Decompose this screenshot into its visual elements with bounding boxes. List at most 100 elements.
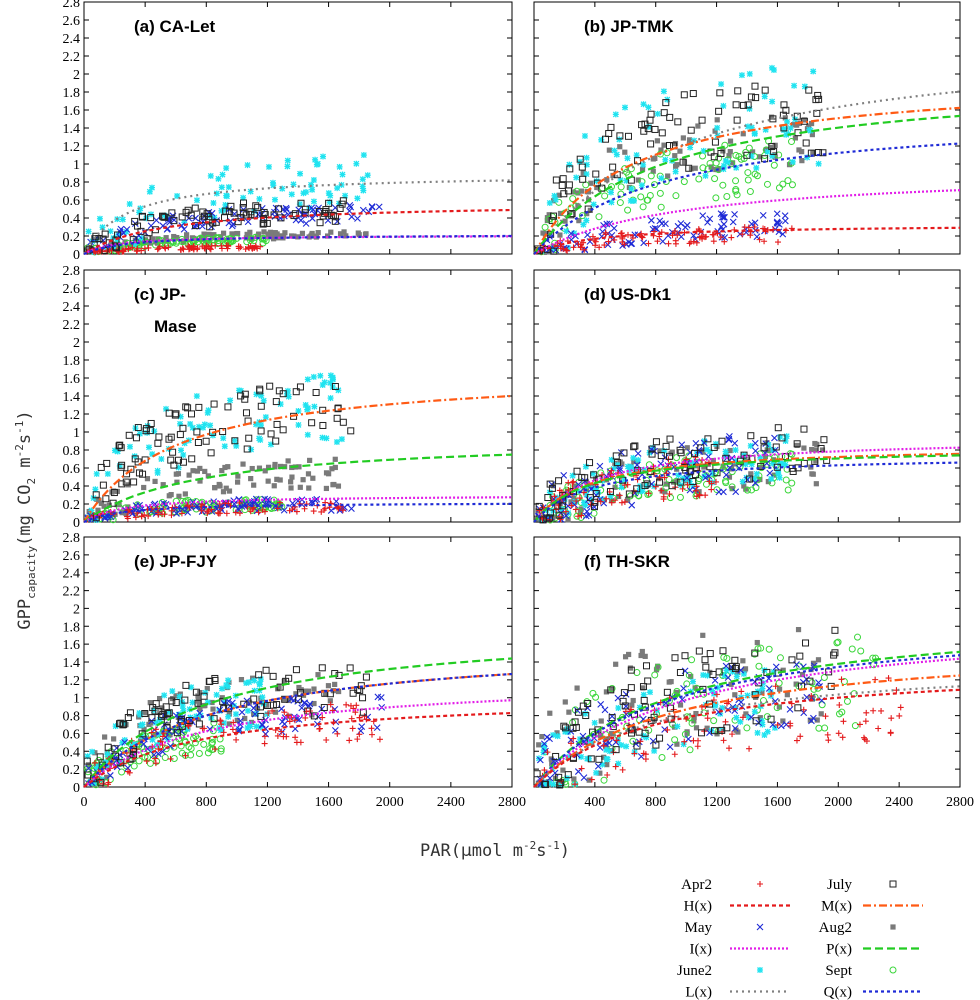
data-point-apr2 — [569, 479, 576, 486]
data-point-july — [760, 436, 768, 444]
data-point-sept — [728, 468, 736, 476]
data-point-apr2 — [261, 508, 268, 515]
data-point-july — [174, 456, 182, 464]
data-point-may — [627, 240, 635, 248]
data-point-july — [117, 444, 125, 452]
panel-title: (f) TH-SKR — [584, 552, 670, 571]
data-point-aug2 — [157, 695, 163, 702]
data-point-aug2 — [272, 709, 279, 715]
data-point-may — [622, 240, 630, 247]
data-point-aug2 — [173, 471, 179, 477]
data-point-july — [666, 113, 674, 121]
data-point-june2 — [215, 175, 222, 182]
x-tick-label: 2000 — [824, 795, 852, 810]
data-point-aug2 — [794, 442, 800, 449]
data-point-apr2 — [218, 242, 225, 249]
data-point-june2 — [213, 691, 220, 698]
data-point-sept — [200, 740, 208, 748]
data-point-june2 — [210, 200, 217, 207]
data-point-june2 — [723, 452, 730, 459]
data-point-july — [662, 99, 670, 107]
data-point-aug2 — [306, 485, 312, 491]
data-point-aug2 — [557, 500, 563, 507]
data-point-june2 — [580, 499, 587, 506]
data-point-june2 — [175, 464, 182, 471]
data-point-aug2 — [170, 695, 176, 702]
data-point-aug2 — [762, 454, 768, 460]
data-point-aug2 — [546, 212, 552, 218]
data-point-june2 — [96, 215, 103, 222]
data-point-june2 — [193, 197, 200, 204]
data-point-aug2 — [575, 190, 581, 196]
data-point-june2 — [284, 387, 291, 394]
data-point-aug2 — [247, 229, 253, 235]
data-point-may — [348, 213, 356, 221]
data-point-sept — [187, 751, 195, 759]
data-point-june2 — [237, 387, 244, 394]
data-point-june2 — [326, 199, 333, 206]
data-point-aug2 — [799, 158, 805, 164]
data-point-july — [321, 209, 329, 217]
data-point-apr2 — [666, 491, 673, 498]
data-point-june2 — [674, 723, 681, 730]
data-point-aug2 — [786, 162, 793, 168]
x-axis-label: PAR(µmol m-2s-1) — [420, 839, 570, 861]
data-point-july — [657, 452, 665, 460]
y-tick-label: 1.4 — [63, 656, 81, 671]
data-point-july — [188, 455, 196, 463]
data-point-aug2 — [271, 483, 277, 489]
data-point-sept — [699, 152, 707, 160]
y-tick-label: 1.4 — [63, 122, 81, 137]
data-point-may — [751, 219, 759, 227]
data-point-july — [333, 414, 341, 422]
data-point-june2 — [748, 461, 755, 468]
data-point-apr2 — [603, 495, 610, 502]
data-point-july — [329, 212, 337, 220]
data-point-july — [316, 219, 324, 227]
data-point-sept — [744, 176, 752, 184]
data-point-july — [733, 116, 741, 124]
data-point-june2 — [221, 443, 228, 450]
data-point-july — [768, 143, 776, 151]
data-point-july — [743, 151, 751, 159]
y-tick-label: 2.2 — [63, 50, 81, 65]
data-point-july — [202, 437, 210, 445]
data-point-june2 — [614, 461, 621, 468]
data-point-june2 — [746, 105, 753, 112]
fit-line-ix — [83, 496, 512, 523]
data-point-june2 — [277, 401, 284, 408]
legend-marker-swatch — [757, 967, 763, 973]
data-point-aug2 — [216, 481, 222, 488]
x-tick-label: 2400 — [437, 795, 465, 810]
data-point-apr2 — [214, 509, 221, 516]
data-point-june2 — [121, 737, 128, 744]
data-point-july — [665, 142, 673, 150]
data-point-aug2 — [672, 153, 678, 159]
data-point-july — [813, 109, 821, 117]
data-point-july — [199, 208, 207, 216]
data-point-july — [674, 118, 682, 126]
data-point-may — [706, 215, 714, 223]
data-point-aug2 — [729, 160, 736, 166]
data-point-june2 — [258, 422, 265, 429]
data-point-apr2 — [339, 507, 346, 514]
data-point-may — [751, 479, 759, 487]
data-point-aug2 — [125, 504, 131, 510]
x-tick-label: 2400 — [885, 795, 913, 810]
data-point-june2 — [783, 433, 790, 440]
data-point-june2 — [253, 421, 260, 428]
data-point-june2 — [222, 201, 229, 208]
data-point-sept — [204, 749, 212, 757]
y-tick-label: 2.6 — [63, 14, 81, 29]
data-point-may — [192, 214, 199, 222]
data-point-july — [633, 485, 641, 493]
data-point-july — [259, 220, 267, 228]
data-point-june2 — [643, 482, 650, 489]
data-point-july — [331, 383, 339, 391]
data-point-july — [252, 202, 260, 210]
data-point-july — [689, 90, 697, 98]
data-point-july — [146, 427, 154, 435]
data-point-apr2 — [576, 495, 583, 502]
data-point-may — [781, 217, 789, 225]
x-tick-label: 800 — [645, 795, 666, 810]
